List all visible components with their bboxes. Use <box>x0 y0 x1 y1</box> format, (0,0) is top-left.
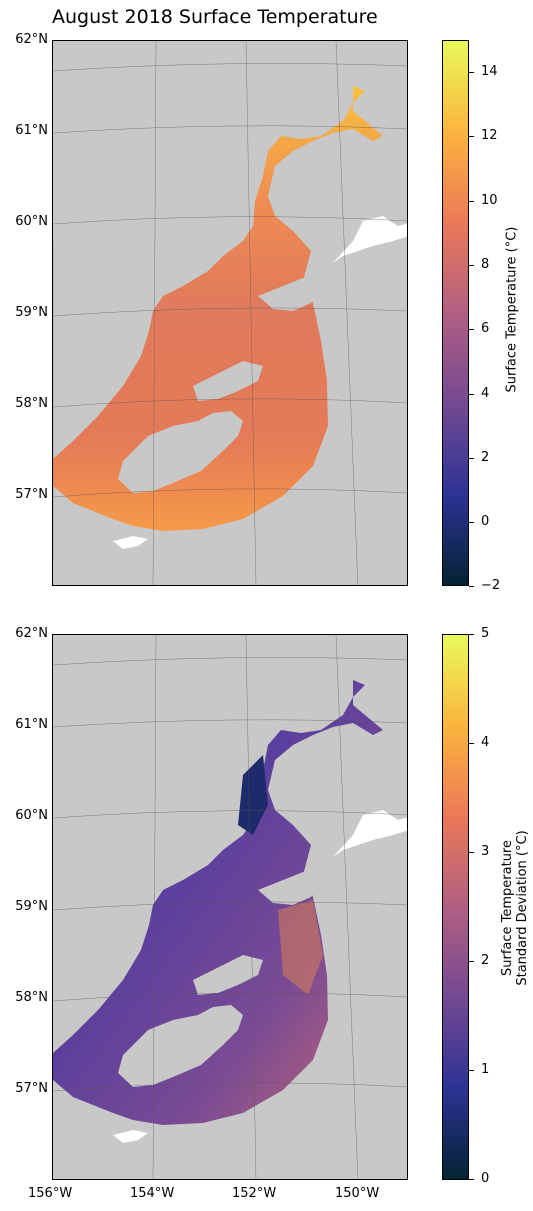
lon-label: 150°W <box>335 1186 380 1201</box>
tick-mark <box>469 586 474 587</box>
lon-label: 152°W <box>232 1186 277 1201</box>
lat-label: 59°N <box>15 305 48 320</box>
std-dev-colorbar <box>442 634 469 1180</box>
colorbar-tick: 6 <box>481 321 490 336</box>
colorbar-tick: 1 <box>481 1062 490 1077</box>
lat-label: 58°N <box>15 396 48 411</box>
glacier-shape <box>333 216 407 263</box>
lat-label: 60°N <box>15 808 48 823</box>
colorbar-tick: 3 <box>481 844 490 859</box>
colorbar-tick: 0 <box>481 1171 490 1186</box>
tick-mark <box>469 458 474 459</box>
tick-mark <box>469 329 474 330</box>
lat-label: 62°N <box>15 626 48 641</box>
colorbar-tick: 14 <box>481 64 498 79</box>
tick-mark <box>469 136 474 137</box>
graticule <box>53 41 407 585</box>
tick-mark <box>469 1070 474 1071</box>
tick-mark <box>469 961 474 962</box>
tick-mark <box>469 72 474 73</box>
colorbar-tick: −2 <box>481 578 501 593</box>
kodiak-island <box>118 1005 243 1087</box>
tick-mark <box>469 634 474 635</box>
small-island-shape <box>113 536 148 549</box>
high-variance-patch <box>238 755 268 835</box>
colorbar-tick: 5 <box>481 626 490 641</box>
lat-label: 62°N <box>15 32 48 47</box>
lat-label: 61°N <box>15 717 48 732</box>
tick-mark <box>469 522 474 523</box>
lat-label: 59°N <box>15 899 48 914</box>
afognak-island <box>193 955 263 995</box>
std-dev-map-svg <box>53 635 407 1179</box>
small-island-shape <box>113 1130 148 1143</box>
colorbar-tick: 8 <box>481 257 490 272</box>
colorbar-tick: 2 <box>481 450 490 465</box>
tick-mark <box>469 201 474 202</box>
kenai-peninsula <box>258 276 323 311</box>
lat-label: 58°N <box>15 990 48 1005</box>
colorbar-tick: 4 <box>481 386 490 401</box>
graticule <box>53 635 407 1179</box>
kenai-peninsula <box>258 870 323 905</box>
figure-title: August 2018 Surface Temperature <box>52 6 378 28</box>
colorbar-tick: 2 <box>481 953 490 968</box>
lon-label: 154°W <box>130 1186 175 1201</box>
std-dev-map <box>52 634 408 1180</box>
lat-label: 60°N <box>15 214 48 229</box>
kodiak-island <box>118 411 243 493</box>
tick-mark <box>469 743 474 744</box>
temperature-map <box>52 40 408 586</box>
colorbar-tick: 4 <box>481 735 490 750</box>
temperature-colorbar <box>442 40 469 586</box>
lon-label: 156°W <box>28 1186 73 1201</box>
lat-label: 61°N <box>15 123 48 138</box>
colorbar-label-line2: Standard Deviation (°C) <box>515 830 530 986</box>
tick-mark <box>469 265 474 266</box>
colorbar-label-line1: Surface Temperature <box>500 840 515 977</box>
tick-mark <box>469 1179 474 1180</box>
colorbar-tick: 0 <box>481 514 490 529</box>
afognak-island <box>193 361 263 401</box>
lat-label: 57°N <box>15 487 48 502</box>
colorbar-label: Surface Temperature Standard Deviation (… <box>500 818 532 998</box>
warm-patch <box>278 900 323 995</box>
tick-mark <box>469 394 474 395</box>
tick-mark <box>469 852 474 853</box>
temperature-map-svg <box>53 41 407 585</box>
colorbar-tick: 10 <box>481 193 498 208</box>
colorbar-label: Surface Temperature (°C) <box>504 226 520 393</box>
colorbar-tick: 12 <box>481 128 498 143</box>
glacier-shape <box>333 810 407 857</box>
lat-label: 57°N <box>15 1081 48 1096</box>
